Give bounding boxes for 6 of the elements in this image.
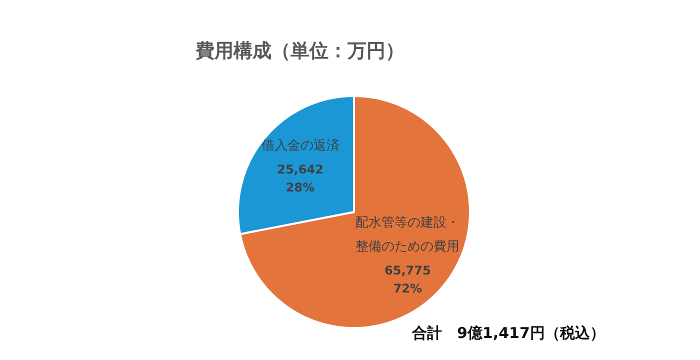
data-label: 25,642 28% — [277, 162, 324, 195]
slice-label: 配水管等の建設・整備のための費用 — [356, 215, 460, 254]
slice-label: 借入金の返済 — [261, 138, 340, 154]
data-label: 65,775 72% — [384, 263, 431, 296]
chart-title: 費用構成（単位：万円） — [194, 39, 406, 64]
text: 合計 9億1,417円（税込） — [412, 324, 605, 343]
